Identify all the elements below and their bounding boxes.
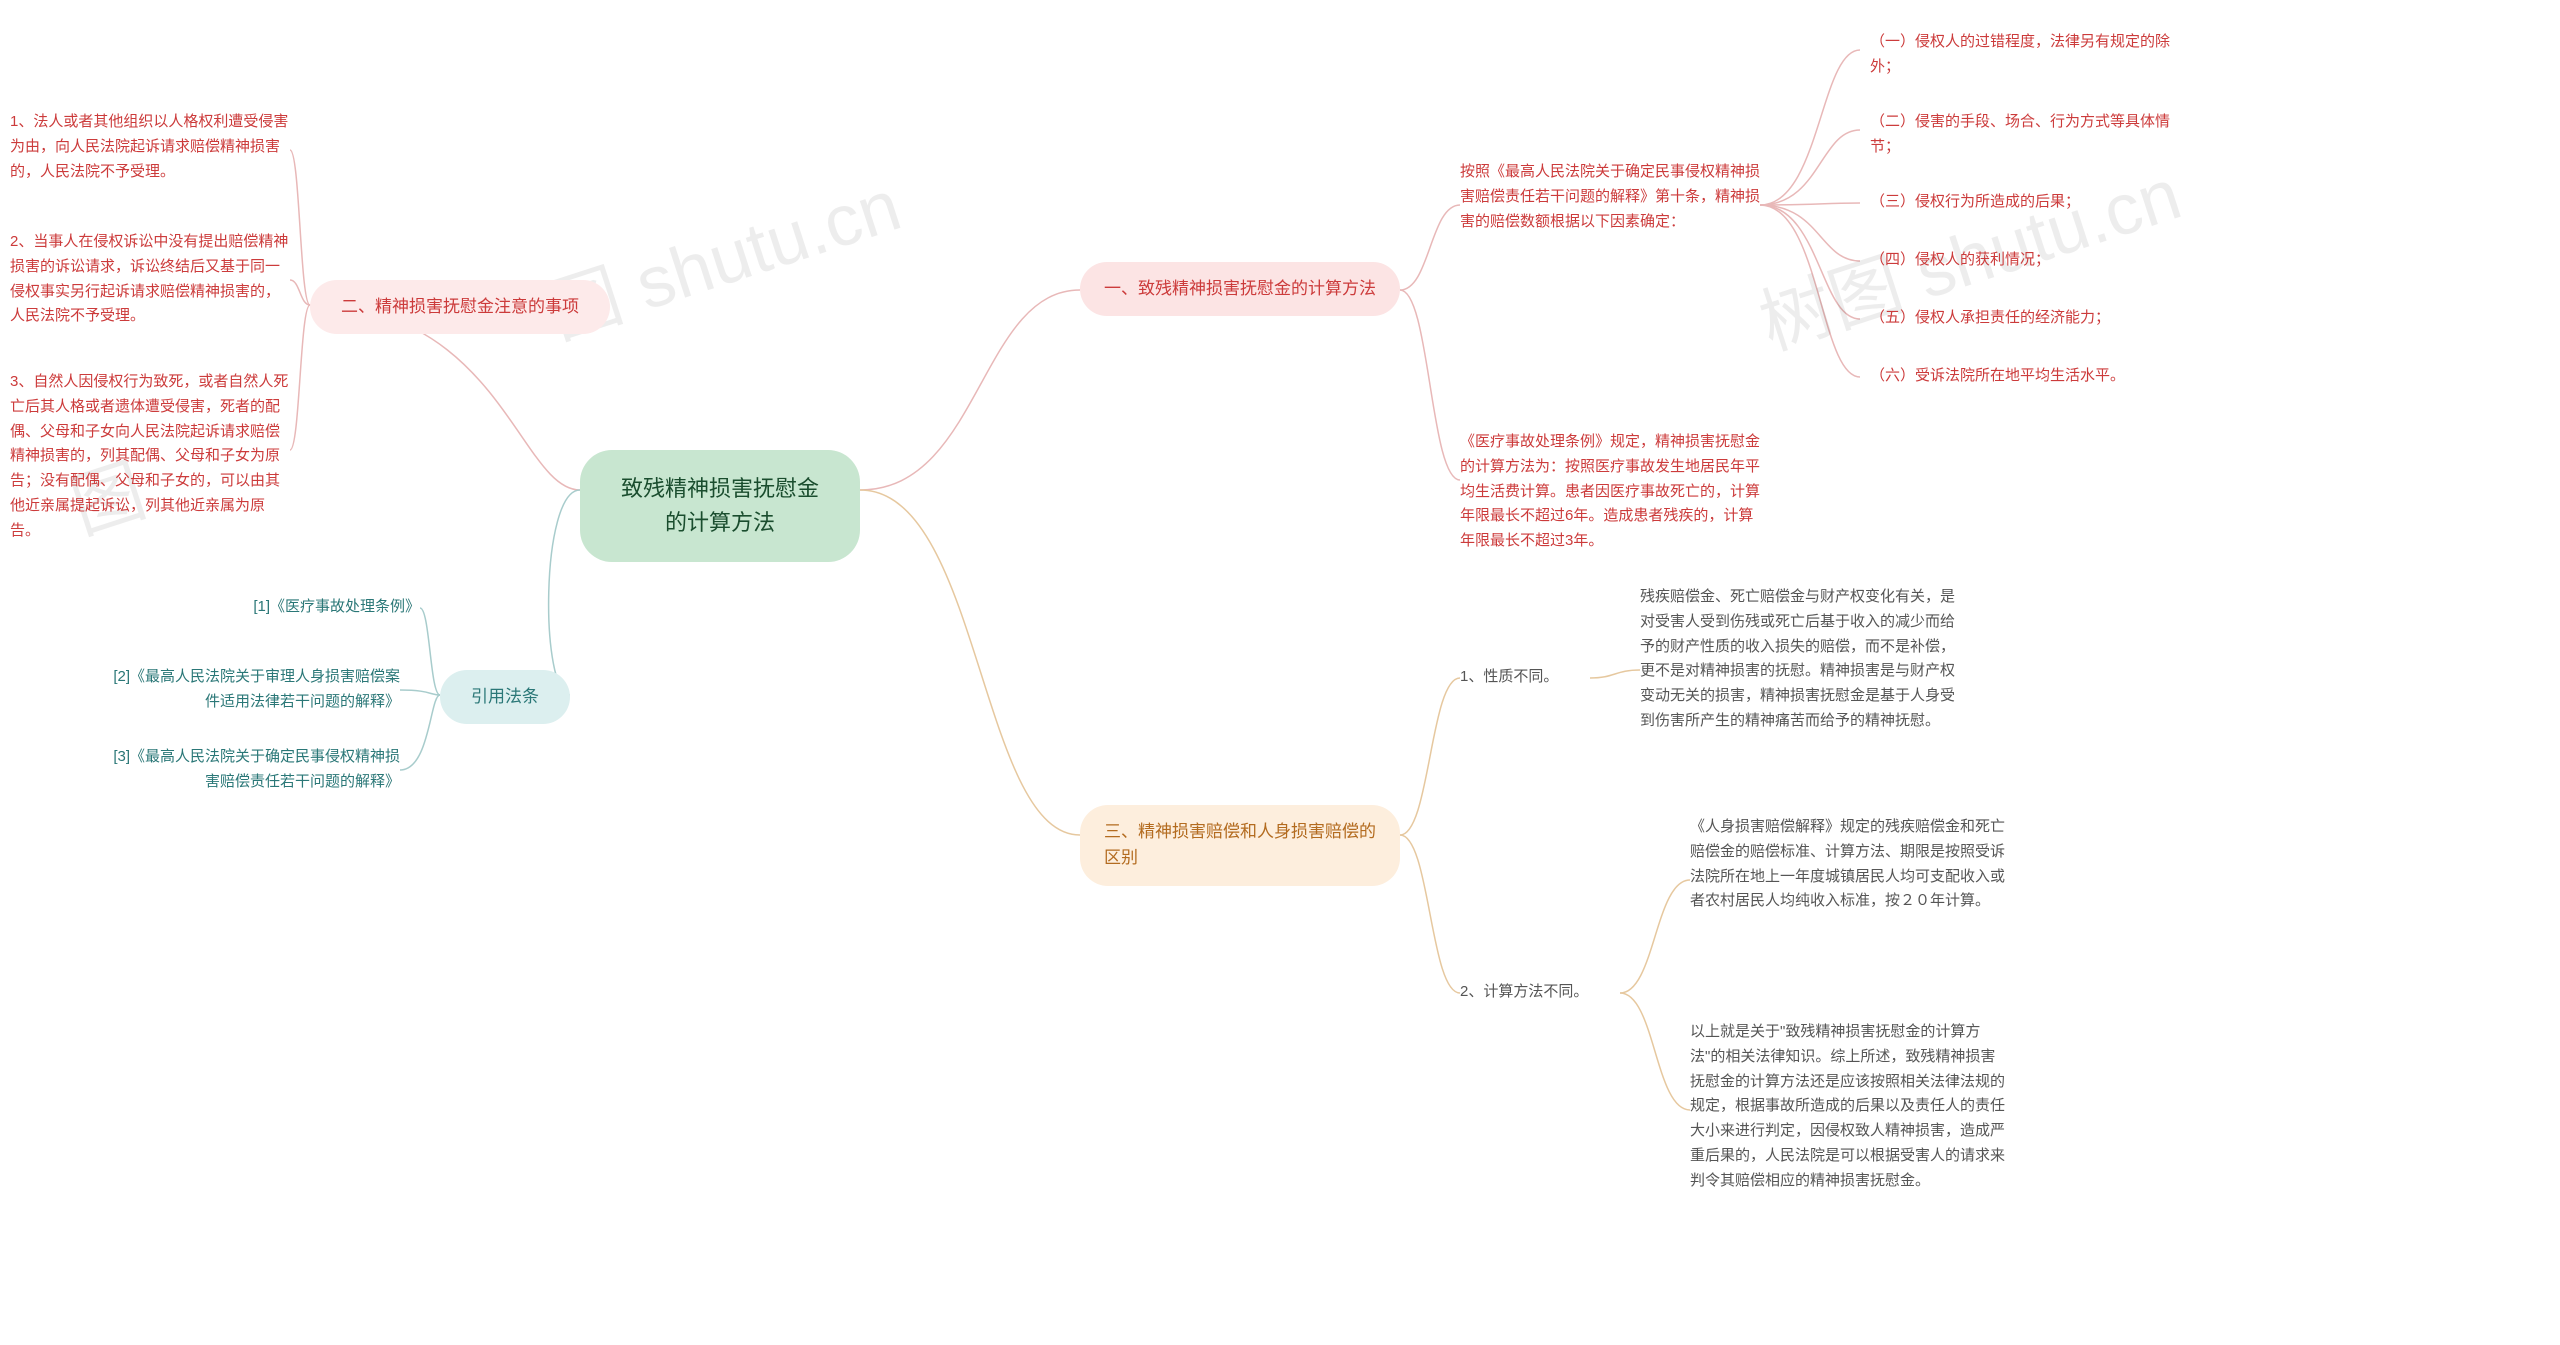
center-node[interactable]: 致残精神损害抚慰金的计算方法 xyxy=(580,450,860,562)
branch-1-child-1: 按照《最高人民法院关于确定民事侵权精神损害赔偿责任若干问题的解释》第十条，精神损… xyxy=(1460,160,1760,234)
branch-1[interactable]: 一、致残精神损害抚慰金的计算方法 xyxy=(1080,262,1400,316)
branch-3-child-2a: 《人身损害赔偿解释》规定的残疾赔偿金和死亡赔偿金的赔偿标准、计算方法、期限是按照… xyxy=(1690,815,2010,914)
branch-2-child-1: 1、法人或者其他组织以人格权利遭受侵害为由，向人民法院起诉请求赔偿精神损害的，人… xyxy=(10,110,290,184)
branch-1-child-1e: （五）侵权人承担责任的经济能力； xyxy=(1870,306,2170,331)
branch-4-child-1: [1]《医疗事故处理条例》 xyxy=(220,595,420,620)
branch-2-child-2: 2、当事人在侵权诉讼中没有提出赔偿精神损害的诉讼请求，诉讼终结后又基于同一侵权事… xyxy=(10,230,290,329)
branch-1-child-1b: （二）侵害的手段、场合、行为方式等具体情节； xyxy=(1870,110,2170,160)
branch-3-child-1a: 残疾赔偿金、死亡赔偿金与财产权变化有关，是对受害人受到伤残或死亡后基于收入的减少… xyxy=(1640,585,1960,734)
branch-1-child-1d: （四）侵权人的获利情况； xyxy=(1870,248,2170,273)
branch-4[interactable]: 引用法条 xyxy=(440,670,570,724)
branch-3[interactable]: 三、精神损害赔偿和人身损害赔偿的区别 xyxy=(1080,805,1400,886)
branch-4-child-2: [2]《最高人民法院关于审理人身损害赔偿案件适用法律若干问题的解释》 xyxy=(100,665,400,715)
branch-3-child-2: 2、计算方法不同。 xyxy=(1460,980,1620,1005)
branch-2[interactable]: 二、精神损害抚慰金注意的事项 xyxy=(310,280,610,334)
branch-3-child-1: 1、性质不同。 xyxy=(1460,665,1590,690)
branch-2-child-3: 3、自然人因侵权行为致死，或者自然人死亡后其人格或者遗体遭受侵害，死者的配偶、父… xyxy=(10,370,290,543)
branch-1-child-1a: （一）侵权人的过错程度，法律另有规定的除外； xyxy=(1870,30,2170,80)
branch-3-child-2b: 以上就是关于"致残精神损害抚慰金的计算方法"的相关法律知识。综上所述，致残精神损… xyxy=(1690,1020,2010,1193)
branch-4-child-3: [3]《最高人民法院关于确定民事侵权精神损害赔偿责任若干问题的解释》 xyxy=(100,745,400,795)
branch-1-child-1f: （六）受诉法院所在地平均生活水平。 xyxy=(1870,364,2170,389)
branch-1-child-2: 《医疗事故处理条例》规定，精神损害抚慰金的计算方法为：按照医疗事故发生地居民年平… xyxy=(1460,430,1760,554)
branch-1-child-1c: （三）侵权行为所造成的后果； xyxy=(1870,190,2170,215)
